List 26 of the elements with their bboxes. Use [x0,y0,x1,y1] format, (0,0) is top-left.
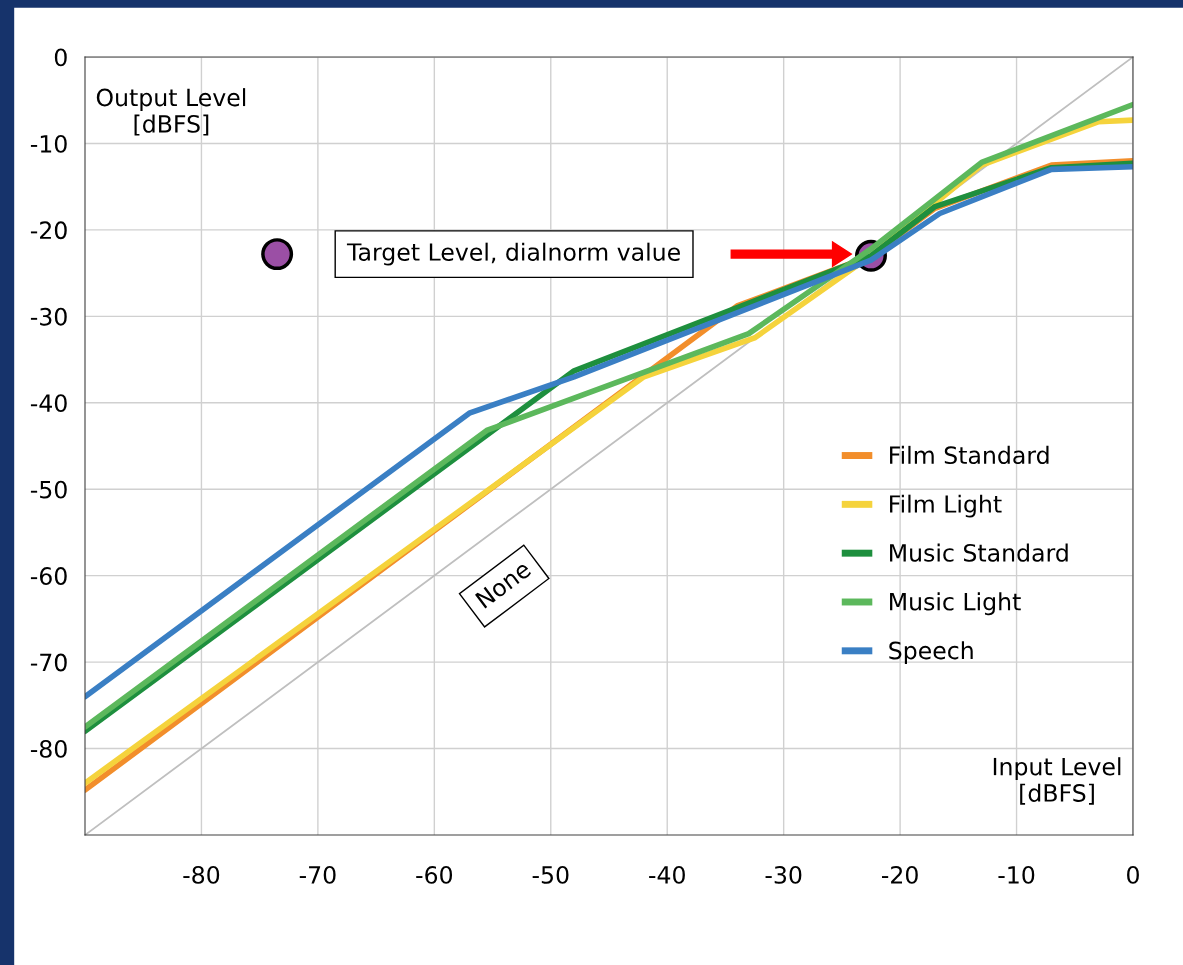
y-tick-label: -20 [30,221,67,240]
y-tick-label: -80 [30,740,67,758]
x-tick-label: -30 [765,865,802,884]
y-axis-title: Output Level [dBFS] [96,88,246,136]
y-tick-label: -10 [30,134,67,153]
y-tick-label: -30 [30,307,67,326]
legend-label: Target Level, dialnorm value [346,242,680,266]
x-tick-label: -40 [649,865,685,884]
x-tick-label: -60 [416,865,453,884]
legend-label: Music Light [890,592,1021,616]
legend-label: Film Standard [890,445,1049,465]
x-tick-label: -20 [881,865,918,884]
legend-label: Film Light [890,494,1002,518]
y-tick-label: -60 [30,567,67,585]
x-tick-label: -70 [299,865,336,884]
legend-label: Speech [889,641,973,664]
x-tick-label: 0 [1127,865,1139,884]
y-tick-label: -50 [30,480,67,499]
y-tick-label: -70 [30,653,67,672]
x-tick-label: -80 [183,865,220,884]
y-tick-label: 0 [54,48,67,67]
x-tick-label: -50 [532,865,569,884]
y-tick-label: -40 [30,394,67,413]
x-axis-title: Input Level [dBFS] [993,757,1121,805]
legend-label: Music Standard [890,543,1068,562]
x-tick-label: -10 [998,865,1035,884]
